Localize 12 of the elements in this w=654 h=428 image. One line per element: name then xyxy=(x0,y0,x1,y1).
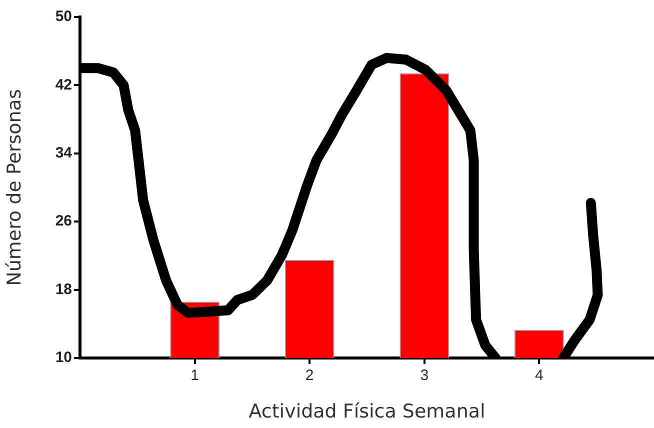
x-axis-title: Actividad Física Semanal xyxy=(248,400,486,423)
y-tick-label: 50 xyxy=(55,8,72,26)
x-tick-label: 1 xyxy=(190,367,199,384)
y-tick-label: 42 xyxy=(55,76,72,94)
x-tick-label: 4 xyxy=(535,367,544,384)
y-tick-label: 26 xyxy=(55,212,72,230)
y-tick-label: 10 xyxy=(55,349,72,366)
y-tick-label: 34 xyxy=(55,144,73,162)
x-tick-label: 3 xyxy=(420,367,429,384)
y-tick-label: 18 xyxy=(55,280,72,298)
x-tick-label: 2 xyxy=(305,367,314,384)
y-axis-title: Número de Personas xyxy=(3,89,26,286)
